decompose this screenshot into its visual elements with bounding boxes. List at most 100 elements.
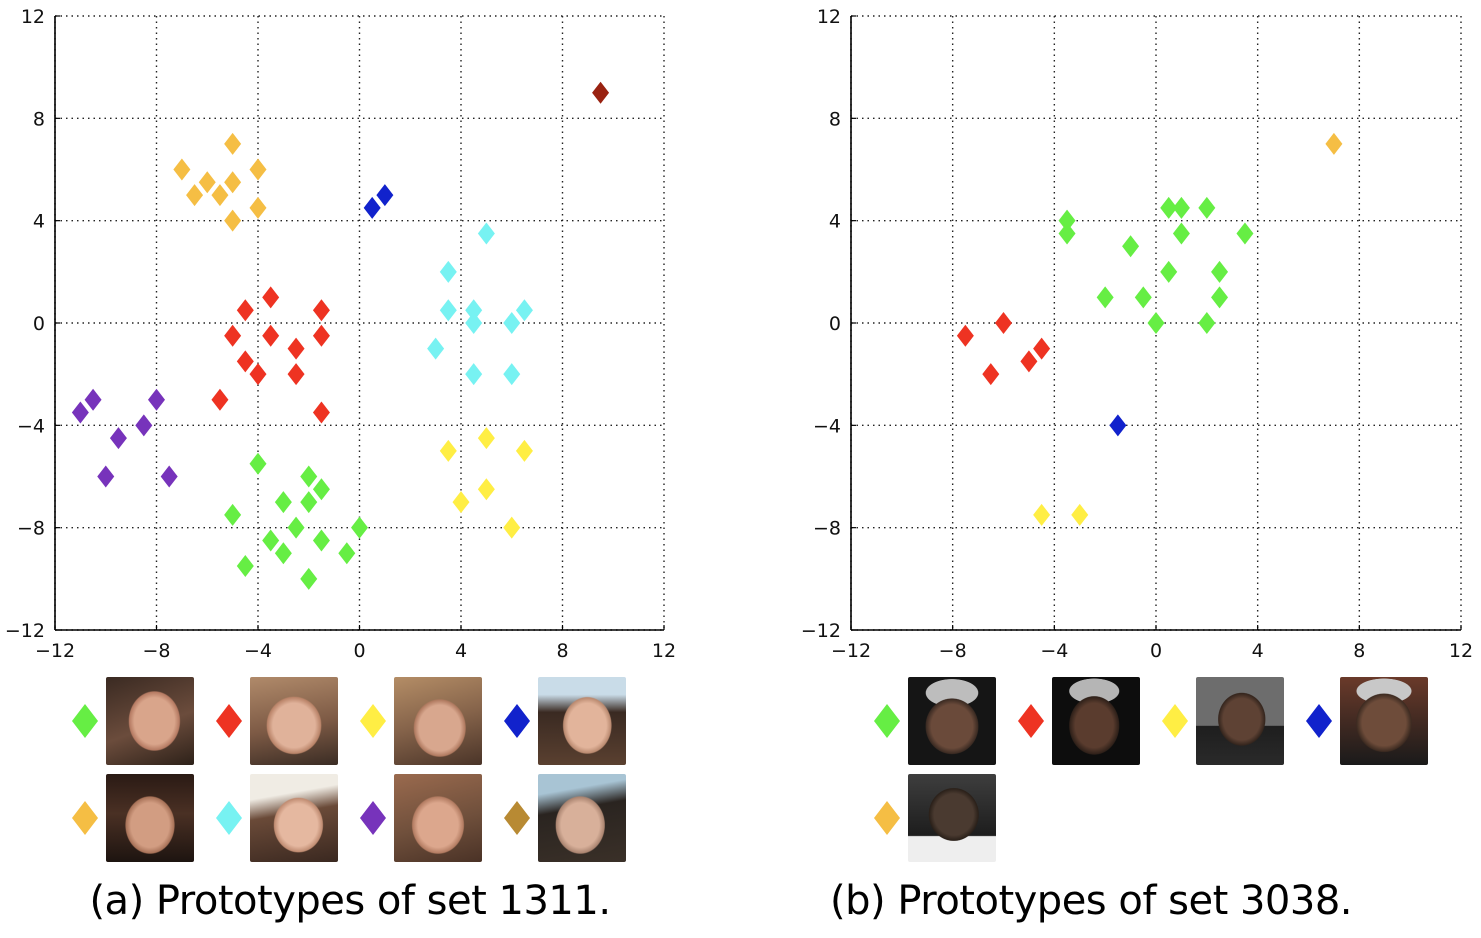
panel-set-1311: −12 −8 −4 0 4 8 12 12 8 4 0 −4 −8 −12 (a) Prototypes … (0, 0, 740, 938)
data-point (274, 491, 292, 514)
prototype-face-image (538, 774, 626, 862)
series-5 (1325, 132, 1343, 155)
data-point (249, 452, 267, 475)
y-tick-label: 12 (817, 6, 841, 28)
x-tick-label: −12 (35, 640, 75, 662)
data-point (186, 184, 204, 207)
prototype-face-image (394, 677, 482, 765)
data-point (224, 209, 242, 232)
legend-diamond-icon (874, 704, 900, 738)
data-point (287, 516, 305, 539)
b-legend-item-1 (872, 677, 1012, 765)
series-8 (592, 81, 610, 104)
prototype-face-image (1340, 677, 1428, 765)
y-tick-label: −8 (17, 518, 45, 540)
data-point (1236, 222, 1254, 245)
series-1 (1058, 196, 1254, 334)
a-legend-item-1 (70, 677, 210, 765)
a-legend-item-5 (70, 774, 210, 862)
data-point (312, 529, 330, 552)
legend-diamond-icon (72, 801, 98, 835)
data-point (173, 158, 191, 181)
data-point (160, 465, 178, 488)
data-point (262, 529, 280, 552)
y-tick-label: −8 (813, 518, 841, 540)
x-tick-label: −12 (831, 640, 871, 662)
prototype-face-image (106, 774, 194, 862)
data-point (1020, 350, 1038, 373)
data-point (465, 299, 483, 322)
data-point (109, 427, 127, 450)
data-point (1172, 222, 1190, 245)
data-point (1134, 286, 1152, 309)
legend-diamond-icon (216, 704, 242, 738)
data-point (503, 312, 521, 334)
y-tick-label: 4 (829, 211, 841, 233)
data-point (312, 478, 330, 501)
data-point (236, 555, 254, 578)
data-point (312, 324, 330, 347)
legend-diamond-icon (360, 704, 386, 738)
data-point (1033, 503, 1051, 526)
x-tick-label: 4 (1252, 640, 1264, 662)
data-point (287, 363, 305, 386)
x-tick-label: 8 (1353, 640, 1365, 662)
x-tick-label: 4 (455, 640, 467, 662)
legend-diamond-icon (504, 704, 530, 738)
data-point (262, 286, 280, 309)
a-legend-item-4 (502, 677, 642, 765)
legend-diamond-icon (874, 801, 900, 835)
data-point (312, 401, 330, 424)
series-1 (224, 452, 368, 590)
series-7 (71, 388, 178, 488)
b-legend-item-4 (1304, 677, 1444, 765)
data-point (363, 196, 381, 219)
data-point (224, 324, 242, 347)
y-tick-label: −12 (5, 620, 45, 642)
data-point (376, 184, 394, 207)
x-tick-label: 8 (556, 640, 568, 662)
y-tick-label: −4 (17, 415, 45, 437)
data-point (351, 516, 368, 539)
series-3 (1033, 503, 1089, 526)
panel-set-3038: −12 −8 −4 0 4 8 12 12 8 4 0 −4 −8 −12 (b) Prototypes … (741, 0, 1481, 938)
series-5 (173, 132, 267, 232)
data-point (1096, 286, 1114, 309)
data-point (198, 171, 216, 194)
series-4 (1109, 414, 1127, 437)
data-point (287, 337, 305, 360)
data-point (300, 491, 318, 514)
prototype-face-image (538, 677, 626, 765)
data-point (427, 337, 445, 360)
data-point (211, 388, 229, 411)
data-point (1160, 260, 1178, 283)
data-point (236, 299, 254, 322)
a-legend-item-7 (358, 774, 498, 862)
data-point (439, 299, 457, 322)
legend-diamond-icon (360, 801, 386, 835)
b-legend-item-3 (1160, 677, 1300, 765)
y-tick-label: 8 (829, 108, 841, 130)
prototype-face-image (106, 677, 194, 765)
data-point (982, 363, 1000, 386)
legend-diamond-icon (1162, 704, 1188, 738)
prototype-face-image (1052, 677, 1140, 765)
a-legend-item-8 (502, 774, 642, 862)
data-point (465, 363, 483, 386)
series-2 (956, 312, 1051, 386)
data-point (1147, 312, 1165, 334)
prototype-face-image (908, 677, 996, 765)
data-point (300, 567, 318, 590)
x-tick-label: −8 (142, 640, 170, 662)
data-point (262, 324, 280, 347)
data-point (503, 516, 521, 539)
data-point (224, 132, 242, 155)
scatter-plot-b: −12 −8 −4 0 4 8 12 12 8 4 0 −4 −8 −12 (801, 6, 1473, 662)
y-tick-label: 0 (33, 313, 45, 335)
x-tick-label: 12 (1449, 640, 1473, 662)
data-point (148, 388, 165, 411)
data-point (956, 324, 974, 347)
data-point (503, 363, 521, 386)
x-tick-label: −4 (1040, 640, 1068, 662)
data-point (1109, 414, 1127, 437)
